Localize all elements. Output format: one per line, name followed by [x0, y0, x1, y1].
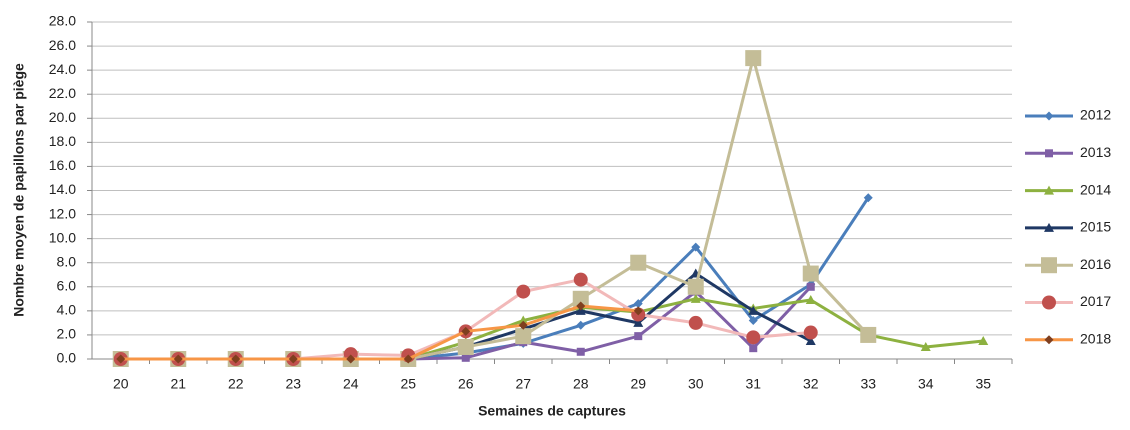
- marker: [288, 354, 298, 364]
- marker: [688, 315, 703, 330]
- marker: [687, 278, 704, 295]
- marker: [1041, 257, 1057, 274]
- y-tick-label: 0.0: [57, 350, 77, 366]
- y-axis-title: Nombre moyen de papillons par piège: [11, 63, 27, 317]
- x-tick-label: 34: [918, 376, 934, 392]
- y-tick-label: 22.0: [49, 85, 76, 101]
- x-tick-label: 35: [975, 376, 991, 392]
- marker: [863, 193, 873, 203]
- series-line: [120, 304, 639, 361]
- x-tick-label: 27: [515, 376, 531, 392]
- marker: [1042, 295, 1056, 310]
- marker: [516, 284, 531, 299]
- marker: [573, 272, 588, 287]
- x-tick-label: 31: [745, 376, 761, 392]
- y-tick-label: 16.0: [49, 157, 76, 173]
- y-tick-label: 2.0: [57, 326, 77, 342]
- marker: [403, 354, 413, 364]
- marker: [633, 317, 644, 327]
- marker: [748, 305, 759, 315]
- x-tick-label: 24: [343, 376, 359, 392]
- marker: [457, 338, 474, 355]
- marker: [691, 242, 701, 252]
- x-tick-label: 26: [458, 376, 474, 392]
- marker: [1045, 149, 1053, 158]
- marker: [461, 326, 471, 336]
- y-tick-label: 18.0: [49, 133, 76, 149]
- marker: [805, 335, 816, 345]
- marker: [576, 347, 585, 356]
- marker: [630, 254, 647, 271]
- marker: [518, 315, 529, 325]
- marker: [748, 315, 758, 325]
- marker: [746, 330, 761, 345]
- y-tick-label: 10.0: [49, 229, 76, 245]
- marker: [634, 332, 643, 341]
- marker: [518, 320, 528, 330]
- y-tick-label: 4.0: [57, 302, 77, 318]
- marker: [749, 344, 758, 353]
- y-tick-label: 12.0: [49, 205, 76, 221]
- marker: [173, 354, 183, 364]
- x-tick-label: 21: [170, 376, 186, 392]
- legend-label: 2014: [1080, 181, 1111, 197]
- legend-label: 2017: [1080, 293, 1111, 309]
- y-tick-label: 28.0: [49, 13, 76, 29]
- marker: [920, 341, 931, 351]
- marker: [1044, 335, 1054, 345]
- x-tick-label: 22: [228, 376, 244, 392]
- x-tick-label: 20: [113, 376, 129, 392]
- x-tick-label: 32: [803, 376, 819, 392]
- marker: [231, 354, 241, 364]
- marker: [802, 265, 819, 282]
- legend-label: 2018: [1080, 331, 1111, 347]
- legend-label: 2013: [1080, 144, 1111, 160]
- marker: [633, 306, 643, 316]
- series-line: [120, 297, 984, 361]
- marker: [690, 293, 701, 303]
- y-tick-label: 20.0: [49, 109, 76, 125]
- marker: [806, 282, 815, 291]
- marker: [576, 320, 586, 330]
- legend-label: 2012: [1080, 107, 1111, 123]
- legend-label: 2016: [1080, 256, 1111, 272]
- marker: [745, 50, 762, 67]
- y-tick-label: 14.0: [49, 181, 76, 197]
- y-tick-label: 8.0: [57, 253, 77, 269]
- x-tick-label: 30: [688, 376, 704, 392]
- marker: [633, 299, 643, 309]
- x-tick-label: 25: [400, 376, 416, 392]
- marker: [860, 326, 877, 343]
- x-axis-title: Semaines de captures: [478, 403, 626, 419]
- marker: [515, 328, 532, 345]
- marker: [116, 354, 126, 364]
- x-tick-label: 28: [573, 376, 589, 392]
- marker: [576, 301, 586, 311]
- x-tick-label: 23: [285, 376, 301, 392]
- x-tick-label: 29: [630, 376, 646, 392]
- marker: [805, 295, 816, 305]
- x-tick-label: 33: [860, 376, 876, 392]
- marker: [1044, 111, 1054, 121]
- marker: [1044, 185, 1054, 195]
- marker: [346, 354, 356, 364]
- marker: [978, 335, 989, 345]
- y-tick-label: 6.0: [57, 277, 77, 293]
- marker: [461, 353, 470, 362]
- marker: [572, 290, 589, 307]
- y-tick-label: 26.0: [49, 37, 76, 53]
- legend-label: 2015: [1080, 219, 1111, 235]
- marker: [803, 325, 818, 340]
- marker: [1044, 222, 1054, 232]
- y-tick-label: 24.0: [49, 61, 76, 77]
